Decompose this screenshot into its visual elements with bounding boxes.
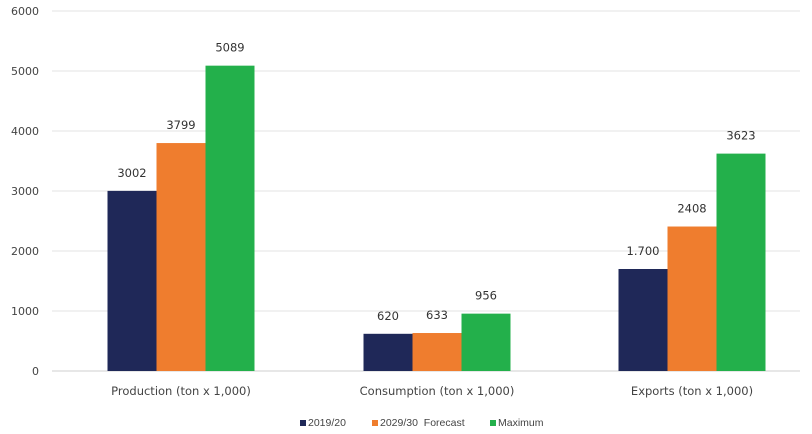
bar <box>205 65 255 371</box>
legend: 2019/20 2029/30 Forecast Maximum <box>300 417 544 429</box>
data-label: 956 <box>475 289 497 303</box>
bar <box>461 313 511 371</box>
legend-item: Maximum <box>490 417 544 429</box>
legend-label: 2019/20 <box>308 417 346 429</box>
bar <box>667 226 717 371</box>
data-label: 3623 <box>726 129 755 143</box>
category-label: Production (ton x 1,000) <box>111 384 251 398</box>
bar <box>156 143 206 371</box>
data-label: 620 <box>377 309 399 323</box>
y-tick-label: 5000 <box>11 65 39 78</box>
y-tick-label: 2000 <box>11 245 39 258</box>
legend-label: 2029/30 Forecast <box>380 417 465 429</box>
y-tick-label: 0 <box>32 365 39 378</box>
y-tick-label: 1000 <box>11 305 39 318</box>
data-labels: 3002 620 1.700 3799 633 2408 5089 956 3623 <box>117 41 755 323</box>
legend-swatch <box>372 420 378 426</box>
bar <box>363 333 413 371</box>
data-label: 2408 <box>677 202 706 216</box>
legend-label: Maximum <box>498 417 544 429</box>
bar <box>618 269 668 371</box>
data-label: 633 <box>426 308 448 322</box>
data-label: 3002 <box>117 166 146 180</box>
y-tick-label: 3000 <box>11 185 39 198</box>
bar <box>412 333 462 371</box>
y-tick-label: 6000 <box>11 5 39 18</box>
legend-swatch <box>490 420 496 426</box>
data-label: 1.700 <box>627 244 660 258</box>
legend-item: 2029/30 Forecast <box>372 417 465 429</box>
bar <box>107 190 157 371</box>
legend-swatch <box>300 420 306 426</box>
bars <box>107 65 766 371</box>
category-label: Consumption (ton x 1,000) <box>360 384 515 398</box>
legend-item: 2019/20 <box>300 417 346 429</box>
bar <box>716 153 766 371</box>
category-labels: Production (ton x 1,000) Consumption (ton… <box>111 384 753 398</box>
data-label: 3799 <box>166 118 195 132</box>
category-label: Exports (ton x 1,000) <box>631 384 753 398</box>
data-label: 5089 <box>215 41 244 55</box>
y-tick-label: 4000 <box>11 125 39 138</box>
y-axis-ticks: 0 1000 2000 3000 4000 5000 6000 <box>11 5 39 378</box>
